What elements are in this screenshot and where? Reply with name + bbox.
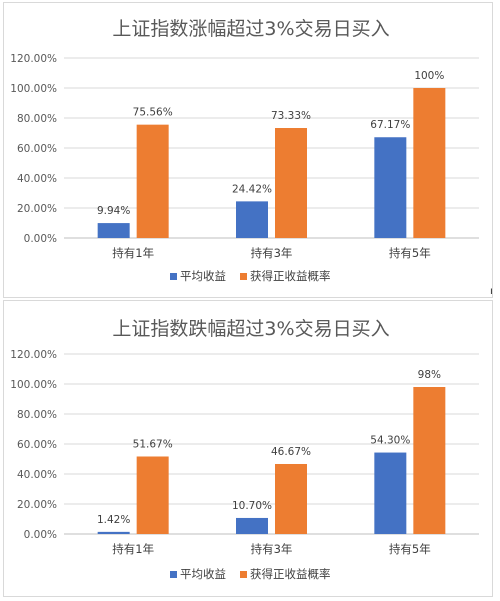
y-tick-label: 100.00%	[10, 83, 57, 95]
y-tick-label: 80.00%	[17, 113, 57, 125]
bar-avg-return	[374, 452, 407, 534]
bar-positive-prob	[136, 124, 169, 238]
x-category-label: 持有5年	[389, 246, 431, 260]
data-label: 54.30%	[370, 435, 410, 447]
x-category-label: 持有5年	[389, 542, 431, 556]
y-tick-label: 80.00%	[17, 409, 57, 421]
bar-positive-prob	[275, 128, 307, 238]
y-tick-label: 120.00%	[10, 349, 57, 361]
bar-positive-prob	[413, 387, 446, 534]
bar-positive-prob	[136, 456, 169, 534]
data-label: 46.67%	[271, 446, 311, 458]
legend-swatch	[170, 571, 177, 578]
legend-label: 平均收益	[180, 269, 226, 283]
data-label: 98%	[418, 369, 441, 381]
legend-label: 平均收益	[180, 567, 226, 581]
bar-avg-return	[97, 223, 130, 238]
x-category-label: 持有1年	[112, 542, 154, 556]
cursor-icon: ı	[490, 286, 493, 297]
chart-title: 上证指数涨幅超过3%交易日买入	[112, 18, 389, 40]
bar-avg-return	[374, 137, 407, 238]
data-label: 73.33%	[271, 110, 311, 122]
bar-positive-prob	[275, 463, 307, 534]
y-tick-label: 20.00%	[17, 499, 57, 511]
y-tick-label: 20.00%	[17, 203, 57, 215]
data-label: 9.94%	[97, 205, 130, 217]
y-tick-label: 0.00%	[24, 233, 57, 245]
chart-panel-bottom: 上证指数跌幅超过3%交易日买入 0.00% 20.00% 40.00% 60.00% 8…	[3, 300, 493, 597]
data-label: 1.42%	[97, 514, 130, 526]
legend-swatch	[240, 571, 247, 578]
chart-bottom: 上证指数跌幅超过3%交易日买入 0.00% 20.00% 40.00% 60.00% 8…	[10, 318, 479, 581]
x-category-label: 持有1年	[112, 246, 154, 260]
x-category-label: 持有3年	[251, 542, 293, 556]
chart-top: 上证指数涨幅超过3%交易日买入 0.00% 20.00% 40.00% 60.00% 8…	[10, 18, 479, 283]
legend-swatch	[240, 273, 247, 280]
y-tick-label: 40.00%	[17, 173, 57, 185]
legend-label: 获得正收益概率	[250, 567, 331, 581]
data-label: 51.67%	[133, 438, 173, 450]
data-label: 75.56%	[133, 107, 173, 119]
y-tick-label: 40.00%	[17, 469, 57, 481]
chart-title: 上证指数跌幅超过3%交易日买入	[112, 318, 389, 340]
legend-label: 获得正收益概率	[250, 269, 331, 283]
bar-avg-return	[236, 517, 268, 534]
y-tick-label: 120.00%	[10, 53, 57, 65]
y-tick-label: 60.00%	[17, 143, 57, 155]
data-label: 67.17%	[370, 119, 410, 131]
bar-avg-return	[236, 201, 268, 238]
y-tick-label: 60.00%	[17, 439, 57, 451]
bar-positive-prob	[413, 88, 446, 238]
data-label: 10.70%	[232, 500, 272, 512]
bar-avg-return	[97, 531, 130, 534]
legend-swatch	[170, 273, 177, 280]
x-category-label: 持有3年	[251, 246, 293, 260]
data-label: 24.42%	[232, 183, 272, 195]
data-label: 100%	[414, 70, 444, 82]
y-tick-label: 100.00%	[10, 379, 57, 391]
chart-panel-top: 上证指数涨幅超过3%交易日买入 0.00% 20.00% 40.00% 60.00% 8…	[3, 2, 493, 298]
y-tick-label: 0.00%	[24, 529, 57, 541]
